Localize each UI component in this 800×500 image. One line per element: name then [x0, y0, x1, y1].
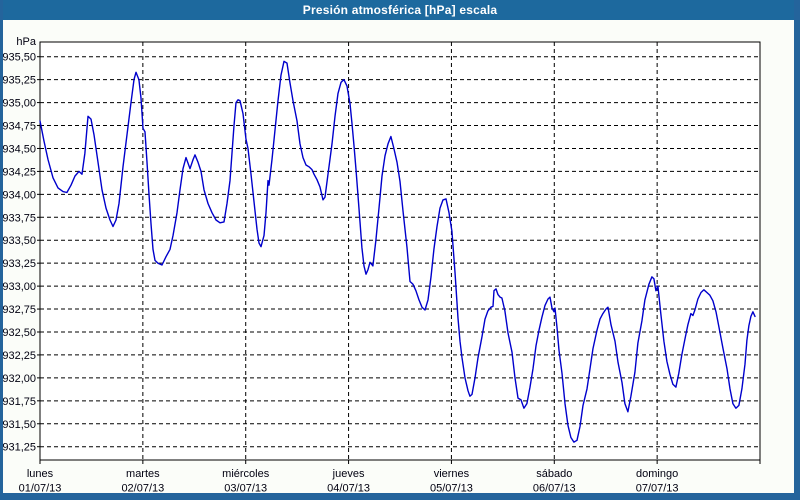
y-tick-label: 932,50	[2, 327, 36, 339]
x-date-label: 05/07/13	[430, 483, 473, 495]
y-tick-label: 931,50	[2, 419, 36, 431]
x-date-label: 07/07/13	[636, 483, 679, 495]
x-day-label: lunes	[27, 468, 54, 480]
y-tick-label: 931,75	[2, 396, 36, 408]
x-date-label: 04/07/13	[327, 483, 370, 495]
x-day-label: viernes	[434, 468, 470, 480]
y-tick-label: 933,75	[2, 212, 36, 224]
window-titlebar[interactable]: Presión atmosférica [hPa] escala	[0, 0, 800, 20]
y-tick-label: 935,50	[2, 52, 36, 64]
y-tick-label: 934,75	[2, 121, 36, 133]
x-date-label: 02/07/13	[121, 483, 164, 495]
y-axis-unit-label: hPa	[16, 36, 36, 48]
y-tick-label: 935,00	[2, 98, 36, 110]
x-day-label: sábado	[536, 468, 572, 480]
y-tick-label: 934,25	[2, 166, 36, 178]
y-tick-label: 934,50	[2, 143, 36, 155]
y-tick-label: 932,00	[2, 373, 36, 385]
x-date-label: 03/07/13	[224, 483, 267, 495]
y-tick-label: 932,25	[2, 350, 36, 362]
y-tick-label: 933,00	[2, 281, 36, 293]
y-tick-label: 931,25	[2, 442, 36, 454]
y-tick-label: 933,50	[2, 235, 36, 247]
x-day-label: domingo	[636, 468, 678, 480]
pressure-line	[39, 60, 756, 443]
x-date-label: 01/07/13	[19, 483, 62, 495]
y-tick-label: 934,00	[2, 189, 36, 201]
y-tick-label: 932,75	[2, 304, 36, 316]
x-date-label: 06/07/13	[533, 483, 576, 495]
y-tick-label: 933,25	[2, 258, 36, 270]
x-day-label: miércoles	[222, 468, 270, 480]
y-tick-label: 935,25	[2, 75, 36, 87]
x-day-label: martes	[126, 468, 160, 480]
plot-area	[39, 41, 761, 461]
window-title: Presión atmosférica [hPa] escala	[302, 3, 498, 17]
x-day-label: jueves	[332, 468, 365, 480]
